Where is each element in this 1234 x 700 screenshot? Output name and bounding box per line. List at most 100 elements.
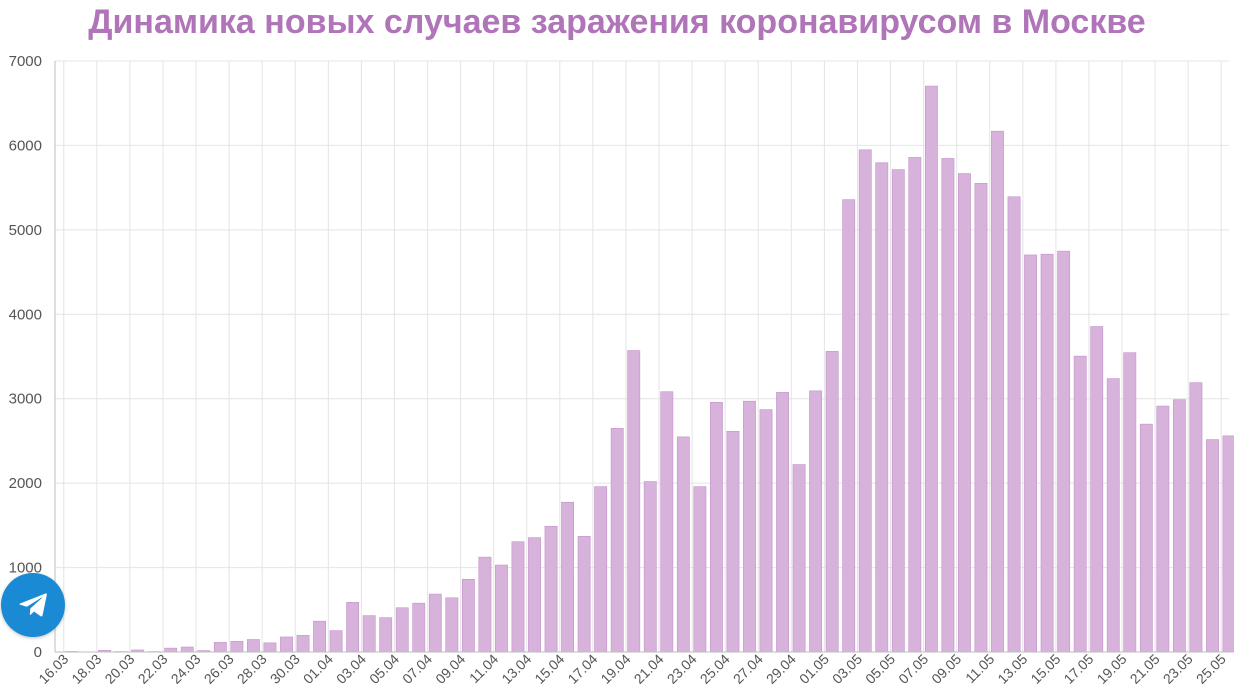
- bar-06.05: [908, 157, 922, 653]
- bar-01.04: [329, 630, 343, 653]
- bar-27.03: [247, 639, 260, 653]
- x-tick-label: 30.03: [267, 651, 303, 687]
- x-tick-label: 05.04: [366, 651, 402, 687]
- bar-04.05: [875, 162, 889, 653]
- bar-28.04: [776, 392, 789, 653]
- x-tick-label: 05.05: [862, 651, 898, 687]
- x-tick-label: 23.05: [1160, 651, 1196, 687]
- x-tick-label: 07.05: [895, 651, 931, 687]
- x-tick-label: 09.05: [928, 651, 964, 687]
- bar-07.05: [924, 85, 938, 653]
- bar-15.05: [1057, 250, 1071, 653]
- x-tick-label: 24.03: [168, 651, 204, 687]
- x-tick-label: 28.03: [234, 651, 270, 687]
- x-tick-label: 11.04: [466, 651, 502, 687]
- y-tick-label: 3000: [9, 391, 42, 408]
- x-tick-label: 29.04: [763, 651, 799, 687]
- bars: [65, 85, 1234, 653]
- x-tick-label: 27.04: [730, 651, 766, 687]
- x-tick-label: 21.04: [631, 651, 667, 687]
- bar-12.05: [1007, 196, 1021, 653]
- telegram-button[interactable]: [1, 573, 65, 637]
- bar-31.03: [313, 620, 326, 653]
- bar-16.05: [1073, 355, 1087, 653]
- x-tick-label: 25.04: [697, 651, 733, 687]
- chart-title: Динамика новых случаев заражения коронав…: [88, 3, 1146, 41]
- x-tick-label: 26.03: [201, 651, 237, 687]
- bar-10.04: [478, 556, 492, 653]
- bar-22.03: [164, 647, 178, 653]
- x-tick-label: 15.05: [1027, 651, 1063, 687]
- bar-19.04: [627, 350, 641, 653]
- bar-25.04: [726, 431, 740, 653]
- x-tick-label: 17.04: [564, 651, 600, 687]
- y-tick-label: 1000: [9, 560, 42, 577]
- bar-02.04: [346, 602, 360, 653]
- bar-23.05: [1189, 382, 1203, 653]
- bar-27.04: [759, 409, 773, 653]
- y-tick-label: 7000: [9, 53, 42, 70]
- telegram-paper-plane-icon: [19, 593, 47, 617]
- bar-02.05: [842, 199, 856, 653]
- bar-08.05: [941, 158, 955, 653]
- bar-03.04: [362, 615, 376, 653]
- bar-29.03: [280, 636, 293, 653]
- bar-07.04: [428, 593, 442, 653]
- bar-28.03: [263, 642, 277, 653]
- bar-17.05: [1090, 326, 1104, 653]
- bar-14.05: [1040, 253, 1054, 653]
- bar-16.04: [577, 536, 591, 653]
- bar-26.04: [743, 400, 756, 653]
- bar-01.05: [825, 351, 839, 653]
- bar-18.04: [610, 428, 624, 653]
- bar-29.04: [792, 464, 806, 653]
- x-tick-label: 13.05: [994, 651, 1030, 687]
- y-tick-label: 5000: [9, 222, 42, 239]
- bar-09.04: [461, 579, 475, 653]
- bar-12.04: [511, 541, 525, 653]
- x-tick-label: 01.04: [300, 651, 336, 687]
- bar-15.04: [561, 501, 575, 653]
- bar-17.04: [594, 486, 608, 653]
- x-tick-label: 19.04: [597, 651, 633, 687]
- y-tick-label: 4000: [9, 306, 42, 323]
- bar-25.05: [1222, 435, 1234, 653]
- x-tick-label: 25.05: [1193, 651, 1229, 687]
- bar-13.04: [528, 537, 541, 653]
- bar-08.04: [445, 597, 459, 653]
- bar-24.04: [709, 402, 723, 653]
- bar-18.05: [1106, 378, 1120, 653]
- bar-22.04: [676, 436, 690, 653]
- bar-21.05: [1156, 405, 1170, 653]
- bar-21.04: [660, 391, 674, 653]
- x-tick-label: 09.04: [432, 651, 468, 687]
- x-tick-label: 19.05: [1094, 651, 1130, 687]
- bar-30.04: [809, 390, 823, 653]
- bar-20.05: [1139, 423, 1153, 653]
- bar-14.04: [544, 525, 558, 653]
- y-tick-label: 0: [34, 644, 42, 661]
- bar-03.05: [858, 149, 872, 653]
- bar-04.04: [379, 617, 393, 653]
- x-tick-label: 17.05: [1060, 651, 1096, 687]
- x-tick-label: 01.05: [796, 651, 832, 687]
- bar-24.05: [1206, 439, 1219, 653]
- x-tick-label: 13.04: [498, 651, 534, 687]
- x-tick-label: 15.04: [531, 651, 567, 687]
- bar-09.05: [958, 173, 971, 653]
- bar-22.05: [1172, 399, 1186, 653]
- x-tick-label: 03.04: [333, 651, 369, 687]
- x-tick-label: 18.03: [68, 651, 104, 687]
- bar-06.04: [412, 602, 426, 653]
- x-tick-label: 21.05: [1127, 651, 1163, 687]
- bar-11.04: [495, 564, 508, 653]
- x-tick-label: 11.05: [962, 651, 998, 687]
- bar-26.03: [230, 641, 244, 653]
- x-tick-label: 07.04: [399, 651, 435, 687]
- bar-05.04: [395, 607, 409, 653]
- bar-05.05: [891, 169, 905, 653]
- x-tick-label: 23.04: [664, 651, 700, 687]
- bar-13.05: [1024, 254, 1037, 653]
- x-tick-label: 20.03: [101, 651, 137, 687]
